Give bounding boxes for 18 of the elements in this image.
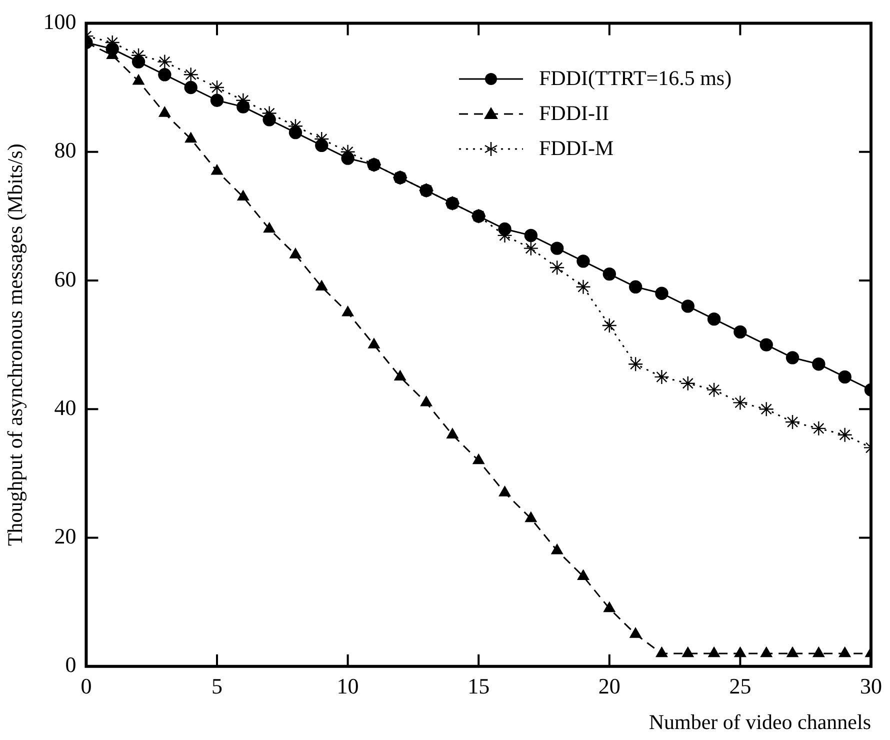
y-tick-label: 80 xyxy=(54,138,76,163)
x-tick-label: 25 xyxy=(729,673,752,698)
y-tick-label: 20 xyxy=(54,524,76,549)
y-tick-label: 100 xyxy=(43,8,76,34)
x-tick-label: 20 xyxy=(598,673,620,698)
x-axis-title: Number of video channels xyxy=(648,710,871,734)
x-tick-label: 10 xyxy=(336,673,359,698)
x-tick-label: 5 xyxy=(212,673,222,698)
legend-label: FDDI-II xyxy=(539,101,609,126)
legend-label: FDDI-M xyxy=(539,136,614,162)
legend-label: FDDI(TTRT=16.5 ms) xyxy=(539,66,732,92)
x-tick-label: 0 xyxy=(80,673,92,698)
y-axis-title: Thoughput of asynchronous messages (Mbits/s) xyxy=(3,144,28,546)
x-tick-label: 30 xyxy=(860,673,882,698)
y-tick-label: 0 xyxy=(65,652,76,678)
y-tick-label: 40 xyxy=(54,394,76,420)
x-tick-label: 15 xyxy=(468,673,490,698)
y-tick-label: 60 xyxy=(54,266,76,292)
